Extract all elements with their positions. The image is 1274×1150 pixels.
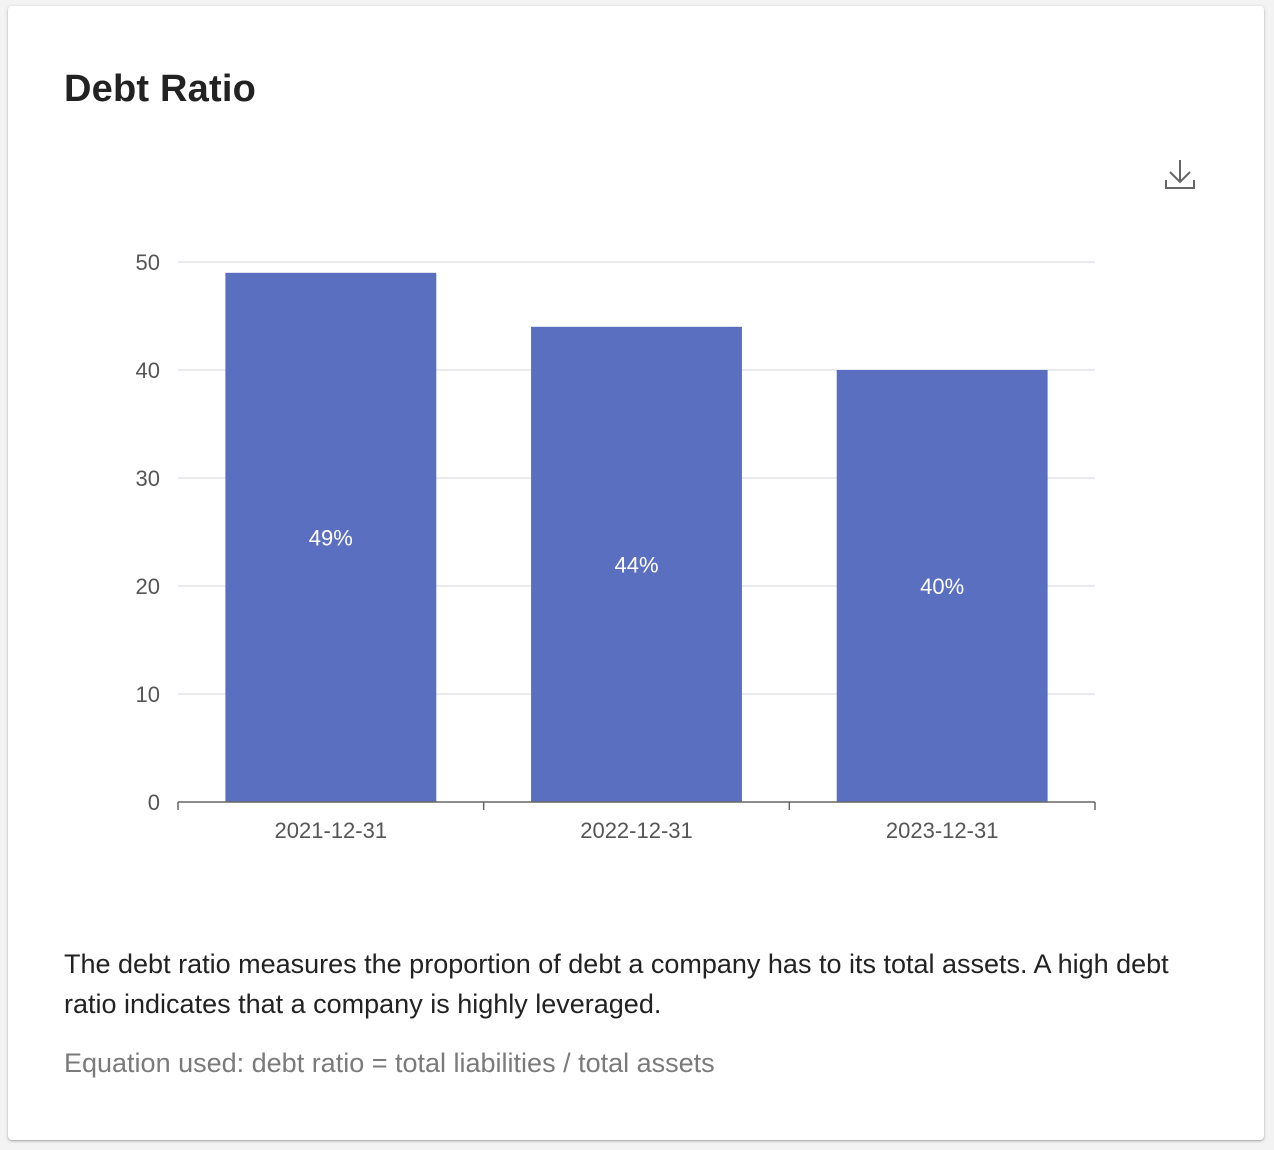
equation-text: Equation used: debt ratio = total liabil… [64,1048,715,1078]
bar-data-label: 44% [614,552,658,577]
y-tick-label: 50 [136,250,160,275]
bar-data-label: 49% [309,525,353,550]
y-tick-label: 20 [136,574,160,599]
download-icon [1165,160,1195,189]
bar [225,272,437,802]
x-tick-label: 2022-12-31 [580,818,693,843]
download-button[interactable] [1160,156,1200,196]
debt-ratio-card: Debt Ratio 0 10 20 30 40 50 49% 44% 40% 2021-12-3… [8,6,1264,1140]
card-title: Debt Ratio [64,68,256,110]
y-tick-label: 30 [136,466,160,491]
y-tick-label: 0 [148,790,160,815]
bar-chart: 0 10 20 30 40 50 49% 44% 40% 2021-12-31 2022-12-31… [136,250,1096,843]
bar-data-label: 40% [920,574,964,599]
bar [531,326,742,802]
y-tick-label: 10 [136,682,160,707]
y-tick-label: 40 [136,358,160,383]
x-tick-label: 2023-12-31 [886,818,999,843]
chart-description: The debt ratio measures the proportion o… [64,949,1169,1019]
x-tick-label: 2021-12-31 [275,818,388,843]
bar [836,370,1048,802]
